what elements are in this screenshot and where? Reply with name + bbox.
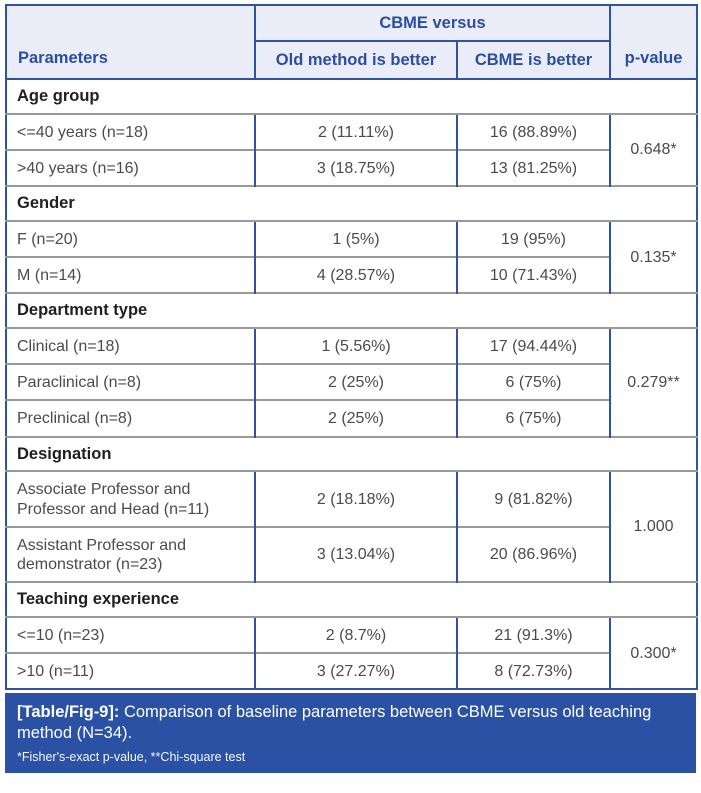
- cbme-cell: 6 (75%): [456, 399, 610, 437]
- cbme-cell: 20 (86.96%): [456, 525, 610, 583]
- table-body: Age group <=40 years (n=18) 2 (11.11%) 1…: [6, 77, 697, 690]
- cbme-cell: 8 (72.73%): [456, 652, 610, 690]
- param-cell: Paraclinical (n=8): [6, 363, 255, 401]
- old-method-cell: 1 (5.56%): [254, 327, 457, 365]
- param-cell: >40 years (n=16): [6, 148, 255, 187]
- old-method-cell: 4 (28.57%): [254, 256, 457, 294]
- p-value-cell: 0.135*: [609, 219, 697, 294]
- header-row-group: Parameters CBME versus p-value: [6, 5, 697, 79]
- param-cell: M (n=14): [6, 256, 255, 294]
- p-value-cell: 0.648*: [609, 112, 697, 187]
- figure-footnote: *Fisher's-exact p-value, **Chi-square te…: [17, 749, 246, 764]
- cbme-cell: 10 (71.43%): [456, 256, 610, 294]
- table-row: F (n=20) 1 (5%) 19 (95%) 0.135*: [6, 219, 697, 294]
- section-header-row: Gender: [6, 185, 697, 221]
- col-header-p-value: p-value: [609, 5, 697, 79]
- table-row: Clinical (n=18) 1 (5.56%) 17 (94.44%) 0.…: [6, 327, 697, 437]
- section-title-teaching-experience: Teaching experience: [6, 581, 697, 617]
- old-method-cell: 1 (5%): [254, 219, 457, 258]
- old-method-cell: 2 (25%): [254, 399, 457, 437]
- col-group-header-cbme-versus: CBME versus: [254, 5, 610, 41]
- col-header-old-method: Old method is better: [254, 39, 457, 79]
- old-method-cell: 2 (18.18%): [254, 470, 457, 527]
- cbme-cell: 9 (81.82%): [456, 470, 610, 527]
- cbme-cell: 17 (94.44%): [456, 327, 610, 365]
- cbme-cell: 16 (88.89%): [456, 112, 610, 150]
- table-row: <=10 (n=23) 2 (8.7%) 21 (91.3%) 0.300*: [6, 615, 697, 690]
- old-method-cell: 3 (13.04%): [254, 525, 457, 583]
- param-cell: Preclinical (n=8): [6, 399, 255, 437]
- section-header-row: Designation: [6, 435, 697, 472]
- param-cell: <=40 years (n=18): [6, 112, 255, 150]
- param-cell: >10 (n=11): [6, 652, 255, 690]
- figure-caption-text: Comparison of baseline parameters betwee…: [17, 703, 652, 743]
- table-row: >10 (n=11) 3 (27.27%) 8 (72.73%): [6, 652, 697, 690]
- old-method-cell: 3 (18.75%): [254, 148, 457, 187]
- table-row: Paraclinical (n=8) 2 (25%) 6 (75%): [6, 363, 697, 401]
- param-cell: Assistant Professor and demonstrator (n=…: [6, 525, 255, 583]
- figure-caption: [Table/Fig-9]: Comparison of baseline pa…: [17, 702, 685, 744]
- table-header: Parameters CBME versus p-value Old metho…: [6, 5, 697, 79]
- section-title-department-type: Department type: [6, 292, 697, 329]
- cbme-cell: 19 (95%): [456, 219, 610, 258]
- old-method-cell: 2 (11.11%): [254, 112, 457, 150]
- figure-caption-band: [Table/Fig-9]: Comparison of baseline pa…: [5, 693, 696, 773]
- col-header-parameters: Parameters: [6, 5, 255, 79]
- cbme-cell: 6 (75%): [456, 363, 610, 401]
- param-cell: Clinical (n=18): [6, 327, 255, 365]
- cbme-cell: 21 (91.3%): [456, 615, 610, 654]
- table-row: M (n=14) 4 (28.57%) 10 (71.43%): [6, 256, 697, 294]
- header-row-sub: Old method is better CBME is better: [6, 39, 697, 79]
- table-row: Preclinical (n=8) 2 (25%) 6 (75%): [6, 399, 697, 437]
- table-row: >40 years (n=16) 3 (18.75%) 13 (81.25%): [6, 148, 697, 187]
- table-row: <=40 years (n=18) 2 (11.11%) 16 (88.89%)…: [6, 112, 697, 187]
- p-value-cell: 1.000: [609, 470, 697, 583]
- section-title-designation: Designation: [6, 435, 697, 472]
- section-title-gender: Gender: [6, 185, 697, 221]
- section-title-age-group: Age group: [6, 77, 697, 114]
- param-cell: <=10 (n=23): [6, 615, 255, 654]
- param-cell: Associate Professor and Professor and He…: [6, 470, 255, 527]
- param-cell: F (n=20): [6, 219, 255, 258]
- section-header-row: Department type: [6, 292, 697, 329]
- p-value-cell: 0.279**: [609, 327, 697, 437]
- col-header-cbme-better: CBME is better: [456, 39, 610, 79]
- table-row: Associate Professor and Professor and He…: [6, 470, 697, 583]
- old-method-cell: 2 (8.7%): [254, 615, 457, 654]
- section-header-row: Teaching experience: [6, 581, 697, 617]
- old-method-cell: 2 (25%): [254, 363, 457, 401]
- cbme-cell: 13 (81.25%): [456, 148, 610, 187]
- old-method-cell: 3 (27.27%): [254, 652, 457, 690]
- p-value-cell: 0.300*: [609, 615, 697, 690]
- table-row: Assistant Professor and demonstrator (n=…: [6, 525, 697, 583]
- section-header-row: Age group: [6, 77, 697, 114]
- figure-caption-label: [Table/Fig-9]:: [17, 703, 120, 722]
- comparison-table: Parameters CBME versus p-value Old metho…: [5, 4, 698, 691]
